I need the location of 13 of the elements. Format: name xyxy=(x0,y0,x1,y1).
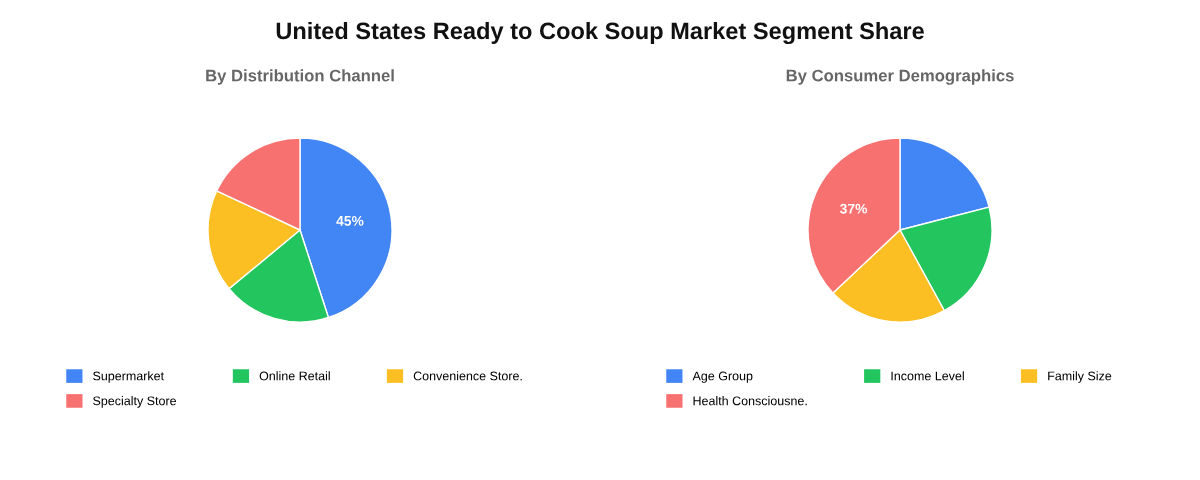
legend-label: Age Group xyxy=(692,371,753,383)
text: United States Ready to Cook Soup Market Segment Share xyxy=(276,21,924,45)
chart-subtitle: By Consumer Demographics xyxy=(786,69,1014,85)
chart-subtitle: By Distribution Channel xyxy=(206,69,394,85)
legend-label: Income Level xyxy=(891,371,964,381)
legend-label: Health Consciousne. xyxy=(693,396,807,406)
legend-label: Supermarket xyxy=(93,371,164,383)
data-label: 45% xyxy=(336,216,364,226)
legend-label: Specialty Store xyxy=(93,396,177,408)
legend-label: Family Size xyxy=(1048,371,1112,383)
legend-label: Online Retail xyxy=(259,371,330,381)
data-label: 37% xyxy=(839,203,868,214)
legend-label: Convenience Store. xyxy=(413,371,522,381)
